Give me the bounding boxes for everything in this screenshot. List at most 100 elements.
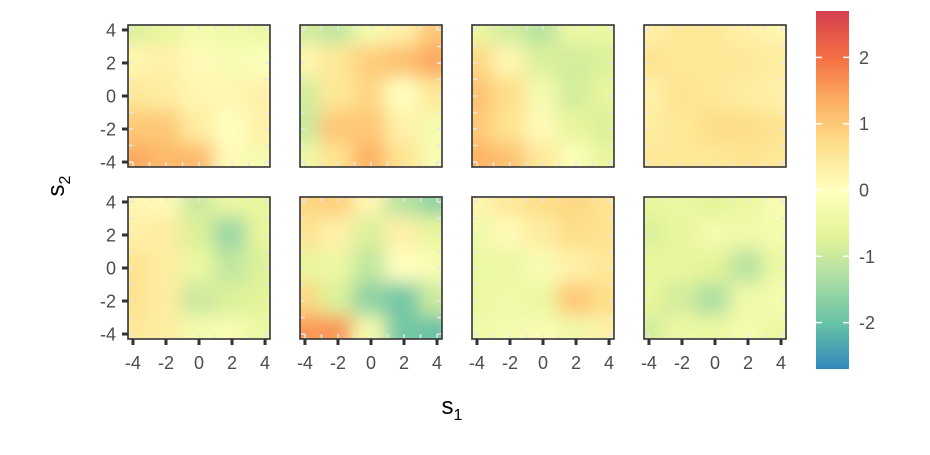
heatmap-cell <box>696 282 734 320</box>
heatmap-cell <box>147 282 185 320</box>
heatmap-cell <box>300 282 324 320</box>
heatmap-cell <box>696 77 734 115</box>
heatmap-cell <box>128 197 152 221</box>
heatmap-cell <box>180 216 218 254</box>
heatmap-cells <box>472 25 614 167</box>
y-tick-label: 2 <box>106 53 116 73</box>
heatmap-cell <box>128 44 152 82</box>
heatmap-cell <box>246 216 270 254</box>
x-axis-col-2: -4 -2 0 2 4 <box>297 339 442 373</box>
heatmap-cell <box>696 216 734 254</box>
panel-3 <box>471 24 615 168</box>
heatmap-cell <box>491 197 529 221</box>
heatmap-cells <box>472 197 614 339</box>
heatmap-cell <box>352 25 390 49</box>
heatmap-cell <box>472 25 496 49</box>
heatmap-cell <box>352 197 390 221</box>
heatmap-cell <box>300 249 324 287</box>
y-tick-label: 0 <box>106 87 116 107</box>
heatmap-cell <box>319 282 357 320</box>
heatmap-cell <box>180 143 218 167</box>
heatmap-cell <box>246 197 270 221</box>
y-tick-label: 4 <box>106 192 116 212</box>
heatmap-cell <box>180 282 218 320</box>
heatmap-cell <box>472 44 496 82</box>
x-axis-col-4: -4 -2 0 2 4 <box>641 339 786 373</box>
heatmap-cell <box>557 249 595 287</box>
heatmap-cell <box>128 315 152 339</box>
panel-5 <box>127 196 271 340</box>
colorbar-tick-label: 1 <box>859 114 869 134</box>
heatmap-cell <box>246 110 270 148</box>
heatmap-cell <box>472 110 496 148</box>
heatmap-cells <box>644 25 786 167</box>
heatmap-cell <box>557 315 595 339</box>
heatmap-cells <box>128 25 270 167</box>
minor-ticks <box>472 197 614 339</box>
heatmap-cell <box>696 110 734 148</box>
x-axis-title-main: s <box>442 393 454 420</box>
heatmap-cell <box>300 143 324 167</box>
heatmap-cell <box>590 249 614 287</box>
heatmap-cell <box>491 216 529 254</box>
heatmap-cell <box>352 282 390 320</box>
x-tick-label: 2 <box>571 353 581 373</box>
x-tick-label: -2 <box>674 353 690 373</box>
heatmap-cell <box>385 216 423 254</box>
heatmap-cell <box>180 25 218 49</box>
minor-ticks <box>300 197 442 339</box>
heatmap-cell <box>352 77 390 115</box>
heatmap-cell <box>729 249 767 287</box>
heatmap-cell <box>246 44 270 82</box>
heatmap-cell <box>524 216 562 254</box>
heatmap-cell <box>385 282 423 320</box>
panel-6 <box>299 196 443 340</box>
x-tick-label: 2 <box>743 353 753 373</box>
heatmap-cell <box>246 25 270 49</box>
minor-ticks <box>644 197 786 339</box>
heatmap-cell <box>557 110 595 148</box>
heatmap-cell <box>696 25 734 49</box>
heatmap-cell <box>729 197 767 221</box>
heatmap-cell <box>491 110 529 148</box>
heatmap-cell <box>352 216 390 254</box>
heatmap-cell <box>557 216 595 254</box>
heatmap-cell <box>729 282 767 320</box>
heatmap-cell <box>557 25 595 49</box>
heatmap-cell <box>128 25 152 49</box>
heatmap-cell <box>472 197 496 221</box>
heatmap-cell <box>762 216 786 254</box>
heatmap-cell <box>472 77 496 115</box>
y-tick-label: -2 <box>100 292 116 312</box>
heatmap-cell <box>729 77 767 115</box>
heatmap-cell <box>644 282 668 320</box>
heatmap-cell <box>418 25 442 49</box>
heatmap-cell <box>213 282 251 320</box>
heatmap-cell <box>213 77 251 115</box>
heatmap-cell <box>418 197 442 221</box>
heatmap-cell <box>696 315 734 339</box>
heatmap-cell <box>319 249 357 287</box>
heatmap-cell <box>491 25 529 49</box>
axes-layer: -4 -2 0 2 4 -4 -2 0 2 4 -4 -2 0 2 4 -4 -2 0 2 4 -4 -2 0 2 4 -4 -2 0… <box>100 20 786 373</box>
heatmap-cell <box>524 143 562 167</box>
y-axis-title-main: s <box>43 184 70 196</box>
y-axis-title: s2 <box>43 175 74 196</box>
heatmap-cell <box>352 315 390 339</box>
heatmap-cell <box>590 282 614 320</box>
heatmap-cell <box>128 77 152 115</box>
heatmap-cell <box>246 249 270 287</box>
heatmap-cell <box>590 110 614 148</box>
heatmap-cell <box>352 44 390 82</box>
panel-8 <box>643 196 787 340</box>
heatmap-cell <box>472 315 496 339</box>
heatmap-cell <box>762 143 786 167</box>
heatmap-cell <box>128 110 152 148</box>
heatmap-cell <box>147 143 185 167</box>
heatmap-cell <box>491 315 529 339</box>
y-tick-label: -4 <box>100 153 116 173</box>
heatmap-cell <box>300 77 324 115</box>
x-axis-title-subscript: 1 <box>454 407 463 424</box>
